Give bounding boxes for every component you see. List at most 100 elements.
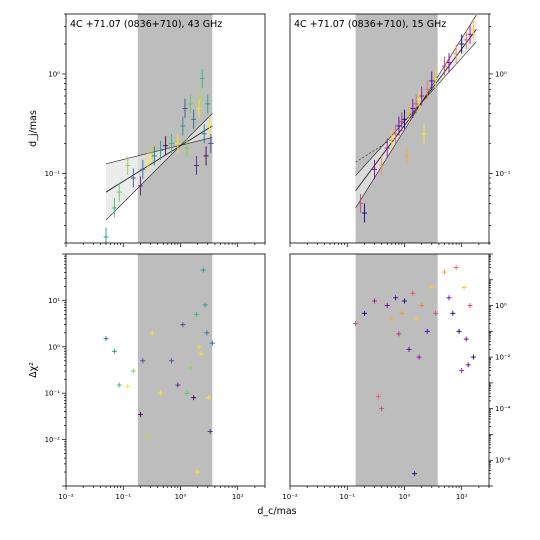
- data-point: [361, 203, 367, 223]
- data-point: [401, 298, 407, 304]
- x-axis: 10⁻² 10⁻¹ 10⁰ 10¹: [282, 486, 490, 501]
- data-point: [202, 302, 208, 308]
- data-point: [145, 433, 151, 439]
- x-axis: [65, 243, 266, 247]
- panel-bottom-right: 10⁻² 10⁻¹ 10⁰ 10¹ 10⁻⁶ 10⁻⁴ 10⁻² 10⁰: [282, 253, 511, 501]
- y-axis: 10⁻² 10⁻¹ 10⁰ 10¹: [45, 253, 66, 487]
- data-point: [465, 362, 471, 368]
- data-point: [372, 159, 378, 179]
- data-point: [459, 368, 465, 374]
- data-point: [419, 86, 425, 106]
- data-point: [453, 264, 459, 270]
- data-point: [384, 303, 390, 309]
- data-point: [406, 104, 412, 124]
- data-point: [103, 336, 109, 342]
- data-point: [205, 94, 211, 114]
- y-tick-label: 10⁻¹: [45, 390, 61, 398]
- data-point: [201, 124, 207, 144]
- data-point: [111, 348, 117, 354]
- y-axis: 10⁻¹ 10⁰: [45, 13, 66, 244]
- fit-line-extrapolation: [355, 139, 392, 163]
- y-axis: 10⁻⁶ 10⁻⁴ 10⁻² 10⁰: [489, 253, 511, 487]
- data-point: [399, 310, 405, 316]
- shaded-region: [137, 254, 213, 486]
- data-point: [357, 193, 363, 213]
- data-point: [470, 19, 476, 39]
- data-point: [203, 146, 209, 166]
- plot-area: [353, 254, 476, 486]
- data-point: [446, 53, 452, 73]
- panel-top-right: 10⁻¹ 10⁰ 4C +71.07 (0836+710), 15 GHz: [289, 13, 511, 247]
- x-tick-label: 10⁰: [175, 493, 187, 501]
- data-point: [450, 310, 456, 316]
- plot-area: [355, 14, 477, 243]
- data-point: [175, 133, 181, 153]
- data-point: [353, 321, 359, 327]
- data-point: [149, 143, 155, 163]
- data-point: [193, 156, 199, 176]
- axes-frame: [65, 253, 266, 487]
- data-point: [429, 285, 435, 291]
- data-point: [206, 116, 212, 136]
- y-tick-label: 10⁻¹: [495, 170, 511, 178]
- data-point: [140, 159, 146, 179]
- y-axis-label: d_j/mas: [28, 110, 39, 147]
- y-tick-label: 10⁻²: [495, 354, 511, 362]
- data-point: [180, 116, 186, 136]
- fit-line-lower: [105, 113, 213, 221]
- data-point: [197, 90, 203, 110]
- fit-line-central: [105, 125, 213, 193]
- data-point: [441, 269, 447, 275]
- data-point: [188, 94, 194, 114]
- data-point: [433, 68, 439, 88]
- data-point: [467, 24, 473, 44]
- data-point: [410, 98, 416, 118]
- data-point: [130, 368, 136, 374]
- x-tick-label: 10⁻¹: [116, 493, 132, 501]
- data-point: [433, 310, 439, 316]
- data-point: [379, 406, 385, 412]
- data-point: [204, 330, 210, 336]
- panel-title: 4C +71.07 (0836+710), 15 GHz: [294, 19, 446, 30]
- data-point: [461, 285, 467, 291]
- data-point: [158, 390, 164, 396]
- data-point: [393, 124, 399, 144]
- data-point: [372, 298, 378, 304]
- data-point: [169, 358, 175, 364]
- data-point: [396, 331, 402, 337]
- y-tick-label: 10⁰: [495, 70, 507, 78]
- x-tick-label: 10¹: [456, 493, 468, 501]
- data-point: [453, 44, 459, 64]
- data-point: [137, 411, 143, 417]
- data-point: [456, 328, 462, 334]
- data-point: [198, 351, 204, 357]
- data-point: [389, 129, 395, 149]
- data-point: [184, 138, 190, 158]
- x-tick-label: 10⁻¹: [340, 493, 356, 501]
- x-axis: [289, 243, 490, 247]
- y-tick-label: 10⁻⁶: [495, 457, 511, 465]
- data-point: [459, 34, 465, 54]
- y-tick-label: 10⁰: [48, 70, 60, 78]
- x-tick-label: 10⁻²: [58, 493, 74, 501]
- data-point: [424, 79, 430, 99]
- data-point: [463, 30, 469, 50]
- y-tick-label: 10⁻¹: [45, 170, 61, 178]
- data-point: [410, 290, 416, 296]
- data-point: [404, 146, 410, 166]
- data-point: [180, 322, 186, 328]
- data-point: [163, 136, 169, 156]
- axes-frame: [289, 253, 490, 487]
- data-point: [200, 267, 206, 273]
- data-point: [196, 98, 202, 118]
- data-point: [401, 109, 407, 129]
- data-point: [413, 94, 419, 114]
- shaded-region: [355, 254, 438, 486]
- data-point: [393, 295, 399, 301]
- y-axis-label: Δχ²: [28, 362, 39, 378]
- panel-top-left: 10⁻¹ 10⁰ 4C +71.07 (0836+710), 43 GHz d_j/m…: [28, 13, 266, 247]
- data-point: [184, 390, 190, 396]
- data-point: [103, 227, 109, 243]
- data-point: [169, 133, 175, 153]
